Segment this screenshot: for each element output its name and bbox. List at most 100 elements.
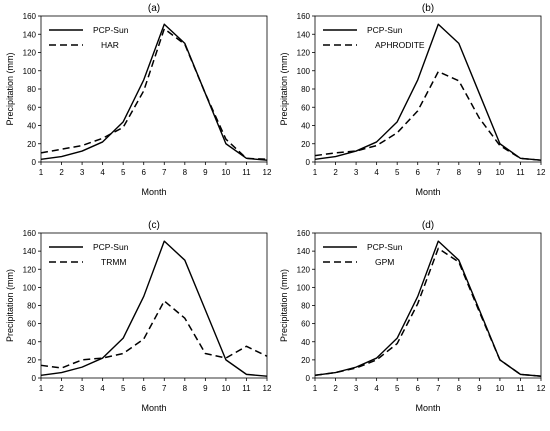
x-tick-label: 8 xyxy=(457,168,462,177)
y-axis-title: Precipitation (mm) xyxy=(5,269,15,342)
legend-label: TRMM xyxy=(101,257,127,267)
y-tick-label: 160 xyxy=(297,229,311,238)
x-tick-label: 5 xyxy=(121,384,126,393)
y-axis-title: Precipitation (mm) xyxy=(279,52,289,125)
y-tick-label: 0 xyxy=(32,374,37,383)
x-tick-label: 3 xyxy=(354,168,359,177)
x-tick-label: 6 xyxy=(416,384,421,393)
y-tick-label: 120 xyxy=(23,49,37,58)
x-axis-title: Month xyxy=(141,187,166,197)
legend-label: PCP-Sun xyxy=(367,242,403,252)
panel-label: (c) xyxy=(148,220,160,231)
y-tick-label: 80 xyxy=(301,85,310,94)
x-tick-label: 5 xyxy=(395,168,400,177)
x-tick-label: 12 xyxy=(537,168,546,177)
x-axis-title: Month xyxy=(141,403,166,413)
x-tick-label: 10 xyxy=(221,168,230,177)
legend-label: GPM xyxy=(375,257,394,267)
x-tick-label: 9 xyxy=(203,168,208,177)
x-tick-label: 10 xyxy=(221,384,230,393)
y-tick-label: 20 xyxy=(301,356,310,365)
x-tick-label: 7 xyxy=(162,168,167,177)
legend-label: PCP-Sun xyxy=(93,25,129,35)
y-tick-label: 160 xyxy=(23,229,37,238)
plot-frame xyxy=(314,232,542,379)
y-tick-label: 60 xyxy=(301,103,310,112)
y-tick-label: 120 xyxy=(297,49,311,58)
series-line-pcp-sun xyxy=(40,240,268,377)
x-tick-label: 3 xyxy=(80,168,85,177)
y-tick-label: 0 xyxy=(306,374,311,383)
x-tick-label: 12 xyxy=(263,168,272,177)
y-tick-label: 80 xyxy=(27,302,36,311)
y-tick-label: 40 xyxy=(27,338,36,347)
x-tick-label: 11 xyxy=(516,168,525,177)
y-tick-label: 100 xyxy=(23,283,37,292)
y-tick-label: 20 xyxy=(27,140,36,149)
x-tick-label: 6 xyxy=(142,384,147,393)
x-tick-label: 11 xyxy=(242,384,251,393)
x-tick-label: 12 xyxy=(537,384,546,393)
x-axis-title: Month xyxy=(415,187,440,197)
series-line-aphrodite xyxy=(314,70,542,161)
x-tick-label: 9 xyxy=(203,384,208,393)
y-tick-label: 140 xyxy=(23,30,37,39)
x-tick-label: 9 xyxy=(477,384,482,393)
x-tick-label: 8 xyxy=(457,384,462,393)
legend-label: APHRODITE xyxy=(375,40,425,50)
y-tick-label: 80 xyxy=(301,302,310,311)
panel-label: (a) xyxy=(148,3,160,14)
x-tick-label: 7 xyxy=(436,384,441,393)
y-tick-label: 60 xyxy=(27,103,36,112)
y-tick-label: 60 xyxy=(27,320,36,329)
x-tick-label: 8 xyxy=(183,168,188,177)
x-tick-label: 7 xyxy=(162,384,167,393)
y-axis-title: Precipitation (mm) xyxy=(5,52,15,125)
x-tick-label: 4 xyxy=(100,168,105,177)
x-tick-label: 10 xyxy=(495,384,504,393)
y-tick-label: 20 xyxy=(27,356,36,365)
x-tick-label: 1 xyxy=(313,384,318,393)
series-line-har xyxy=(40,28,268,161)
y-tick-label: 40 xyxy=(301,122,310,131)
x-tick-label: 2 xyxy=(59,168,64,177)
x-tick-label: 6 xyxy=(142,168,147,177)
x-tick-label: 3 xyxy=(80,384,85,393)
x-tick-label: 4 xyxy=(100,384,105,393)
x-tick-label: 11 xyxy=(242,168,251,177)
x-tick-label: 2 xyxy=(333,384,338,393)
y-tick-label: 40 xyxy=(27,122,36,131)
y-tick-label: 0 xyxy=(32,158,37,167)
y-tick-label: 80 xyxy=(27,85,36,94)
panel-label: (b) xyxy=(422,3,434,14)
y-tick-label: 20 xyxy=(301,140,310,149)
y-tick-label: 0 xyxy=(306,158,311,167)
legend-label: PCP-Sun xyxy=(367,25,403,35)
x-tick-label: 1 xyxy=(39,384,44,393)
x-tick-label: 5 xyxy=(121,168,126,177)
y-tick-label: 60 xyxy=(301,320,310,329)
y-tick-label: 160 xyxy=(23,12,37,21)
x-tick-label: 8 xyxy=(183,384,188,393)
plot-frame xyxy=(314,15,542,163)
x-tick-label: 12 xyxy=(263,384,272,393)
x-tick-label: 3 xyxy=(354,384,359,393)
y-tick-label: 100 xyxy=(23,67,37,76)
y-axis-title: Precipitation (mm) xyxy=(279,269,289,342)
x-tick-label: 4 xyxy=(374,384,379,393)
series-line-gpm xyxy=(314,247,542,377)
legend-label: HAR xyxy=(101,40,119,50)
x-tick-label: 11 xyxy=(516,384,525,393)
x-tick-label: 1 xyxy=(313,168,318,177)
series-line-pcp-sun xyxy=(40,23,268,161)
y-tick-label: 160 xyxy=(297,12,311,21)
plot-frame xyxy=(40,15,268,163)
x-tick-label: 5 xyxy=(395,384,400,393)
x-tick-label: 4 xyxy=(374,168,379,177)
x-tick-label: 6 xyxy=(416,168,421,177)
